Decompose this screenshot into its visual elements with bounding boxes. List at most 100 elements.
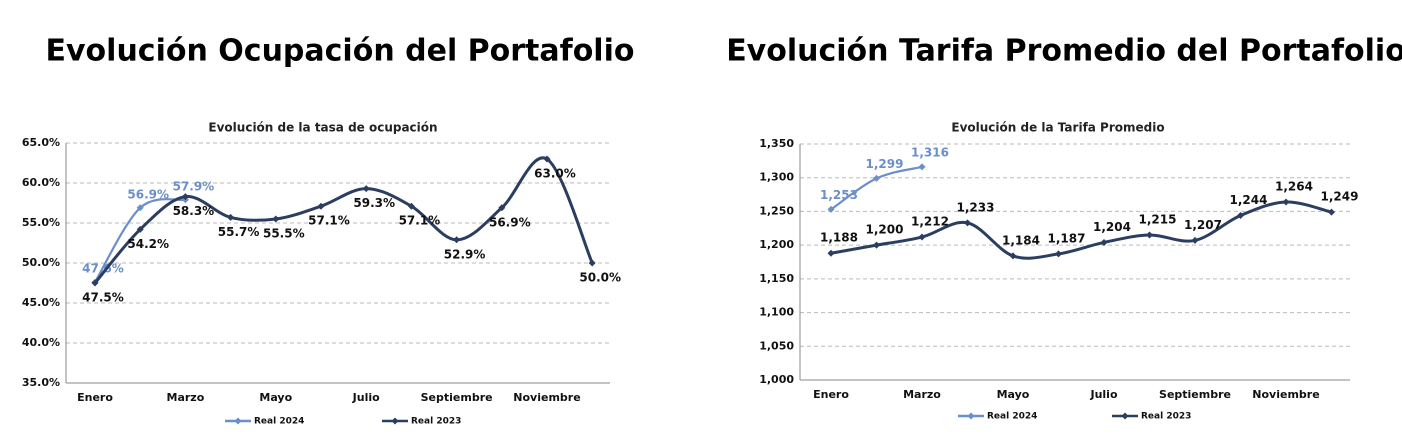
y-tick-label: 1,150 (759, 272, 794, 285)
data-label: 59.3% (353, 196, 395, 210)
x-tick-label: Enero (77, 391, 113, 404)
y-tick-label: 1,000 (759, 373, 794, 386)
point-marker (918, 233, 926, 241)
data-label: 47.6% (82, 262, 124, 276)
point-marker (453, 236, 461, 244)
x-tick-label: Septiembre (1159, 388, 1231, 401)
y-tick-label: 50.0% (22, 256, 60, 269)
series-line (93, 156, 594, 284)
point-marker (227, 213, 235, 221)
data-label: 1,212 (911, 215, 949, 229)
data-label: 1,187 (1048, 231, 1086, 245)
data-label: 56.9% (127, 187, 169, 201)
data-label: 1,188 (820, 231, 858, 245)
x-tick-label: Mayo (997, 388, 1030, 401)
x-tick-label: Enero (813, 388, 849, 401)
data-label: 52.9% (444, 247, 486, 261)
legend-label: Real 2023 (1141, 412, 1191, 422)
data-label: 50.0% (579, 271, 621, 285)
point-marker (1191, 236, 1199, 244)
x-tick-label: Marzo (903, 388, 941, 401)
data-label: 57.1% (308, 214, 350, 228)
heading: Evolución Tarifa Promedio del Portafolio (726, 34, 1402, 69)
point-marker (1100, 238, 1108, 246)
point-marker (1328, 208, 1335, 216)
legend-marker (967, 412, 975, 420)
y-tick-label: 55.0% (22, 216, 60, 229)
y-tick-label: 1,250 (759, 204, 794, 217)
legend-label: Real 2024 (987, 412, 1037, 422)
data-label: 55.7% (218, 225, 260, 239)
data-label: 1,233 (957, 200, 995, 214)
heading: Evolución Ocupación del Portafolio (46, 34, 635, 69)
point-marker (136, 225, 144, 233)
data-label: 1,207 (1184, 218, 1222, 232)
data-label: 1,253 (820, 188, 858, 202)
legend-marker (1121, 412, 1129, 420)
x-tick-label: Noviembre (1252, 388, 1319, 401)
y-tick-label: 35.0% (22, 376, 60, 389)
data-label: 58.3% (173, 204, 215, 218)
y-tick-label: 40.0% (22, 336, 60, 349)
point-marker (827, 249, 835, 257)
data-label: 63.0% (534, 167, 576, 181)
point-marker (873, 241, 880, 249)
data-label: 57.1% (399, 214, 441, 228)
data-label: 57.9% (173, 179, 215, 193)
y-tick-label: 65.0% (22, 136, 60, 149)
y-tick-label: 1,100 (759, 306, 794, 319)
point-marker (1055, 250, 1062, 258)
chart-title: Evolución de la tasa de ocupación (208, 121, 437, 135)
point-marker (827, 205, 835, 213)
data-label: 47.5% (82, 291, 124, 305)
legend-label: Real 2024 (254, 417, 304, 427)
point-marker (181, 193, 189, 201)
x-tick-label: Julio (1089, 388, 1117, 401)
data-label: 1,299 (866, 157, 904, 171)
y-tick-label: 1,050 (759, 339, 794, 352)
point-marker (1282, 198, 1290, 206)
data-label: 1,249 (1321, 190, 1359, 204)
y-tick-label: 60.0% (22, 176, 60, 189)
legend-marker (234, 417, 242, 425)
data-label: 1,215 (1139, 213, 1177, 227)
data-label: 56.9% (489, 215, 531, 229)
data-label: 1,184 (1002, 233, 1040, 247)
point-marker (317, 202, 325, 210)
x-tick-label: Mayo (259, 391, 292, 404)
y-tick-label: 1,200 (759, 238, 794, 251)
data-label: 1,316 (911, 145, 949, 159)
data-label: 1,204 (1093, 220, 1131, 234)
point-marker (136, 204, 144, 212)
point-marker (1146, 231, 1153, 239)
data-label: 54.2% (127, 237, 169, 251)
point-marker (1237, 211, 1244, 219)
x-tick-label: Marzo (167, 391, 205, 404)
point-marker (1009, 252, 1017, 260)
point-marker (873, 174, 880, 182)
point-marker (407, 202, 415, 210)
point-marker (91, 279, 99, 287)
x-tick-label: Noviembre (513, 391, 580, 404)
x-tick-label: Julio (352, 391, 380, 404)
point-marker (543, 155, 551, 163)
data-label: 55.5% (263, 227, 305, 241)
data-label: 1,244 (1230, 193, 1268, 207)
data-label: 1,200 (866, 223, 904, 237)
point-marker (362, 185, 370, 193)
series-line (830, 200, 1332, 260)
y-tick-label: 45.0% (22, 296, 60, 309)
legend-label: Real 2023 (411, 417, 461, 427)
chart-title: Evolución de la Tarifa Promedio (951, 121, 1164, 135)
point-marker (498, 204, 506, 212)
data-label: 1,264 (1275, 179, 1313, 193)
y-tick-label: 1,300 (759, 171, 794, 184)
x-tick-label: Septiembre (421, 391, 493, 404)
y-tick-label: 1,350 (759, 137, 794, 150)
point-marker (918, 163, 926, 171)
point-marker (272, 215, 280, 223)
legend-marker (391, 417, 399, 425)
point-marker (964, 219, 971, 227)
